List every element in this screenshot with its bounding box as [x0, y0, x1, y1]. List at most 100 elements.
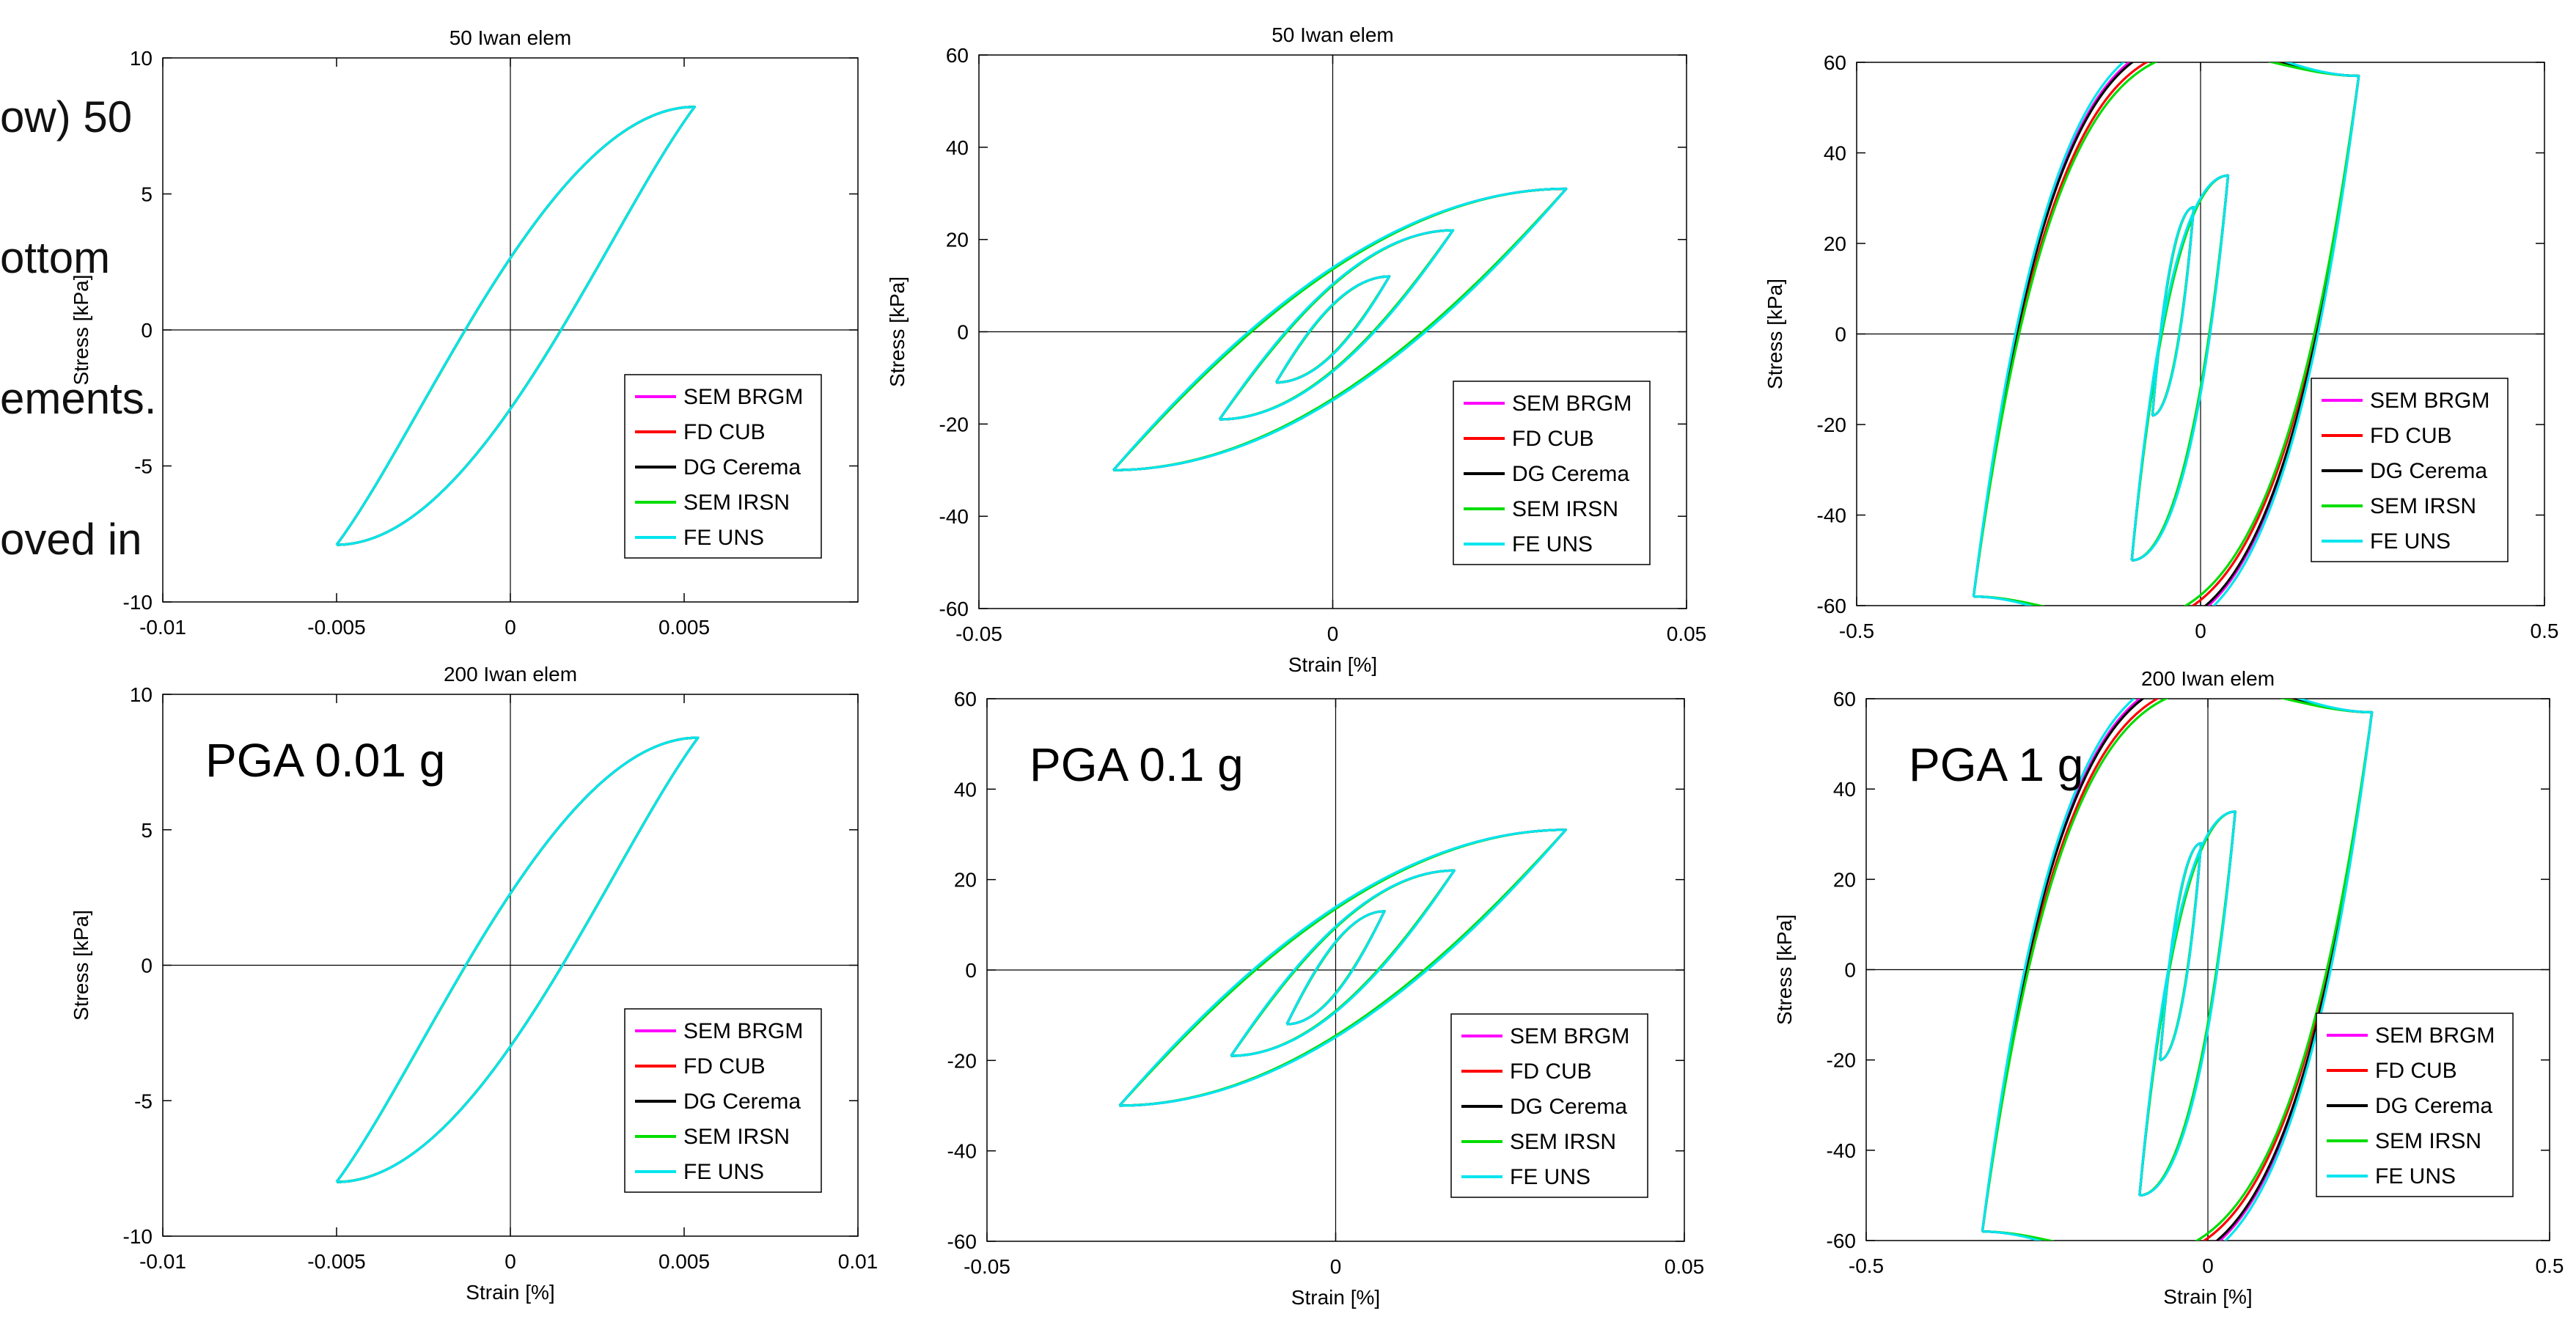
y-tick-label: -40: [1827, 1139, 1856, 1162]
x-tick-label: 0.5: [2536, 1254, 2564, 1277]
x-tick-label: 0.05: [1665, 1255, 1705, 1278]
legend-label: SEM BRGM: [2370, 389, 2489, 413]
panel-annotation: PGA 0.01 g: [205, 734, 445, 787]
y-tick-label: 20: [946, 229, 969, 251]
x-tick-label: 0: [1330, 1255, 1342, 1278]
series-loop-sem-brgm: [2130, 174, 2230, 562]
legend-label: SEM BRGM: [2375, 1024, 2495, 1048]
y-tick-label: 10: [130, 683, 153, 706]
legend-label: DG Cerema: [1512, 462, 1629, 486]
series-loop-fe-uns: [335, 106, 696, 546]
x-tick-label: 0: [1327, 622, 1339, 645]
series-loop-fe-uns: [1230, 869, 1456, 1057]
x-tick-label: -0.5: [1849, 1254, 1884, 1277]
chart-title: 200 Iwan elem: [2141, 667, 2275, 690]
y-tick-label: -40: [1817, 504, 1846, 527]
y-tick-label: 20: [954, 869, 977, 892]
series-loop-fd-cub: [2159, 842, 2203, 1062]
y-tick-label: 0: [957, 321, 969, 344]
x-tick-label: 0: [504, 616, 516, 639]
legend-label: FD CUB: [2375, 1059, 2457, 1083]
legend: SEM BRGM FD CUB DG Cerema SEM IRSN FE UNS: [2311, 378, 2509, 562]
panel-annotation: PGA 0.1 g: [1030, 738, 1244, 791]
chart-panel-r1c1: -0.01 -0.005 0 0.005 -10 -5 0 5 10 50 Iwan elem St…: [70, 26, 859, 639]
legend-label: DG Cerema: [683, 455, 801, 480]
series-loop-sem-irsn: [2159, 842, 2203, 1062]
series-group: [1118, 829, 1567, 1107]
series-loop-dg-cerema: [1972, 62, 2360, 606]
caption-line: ottom: [0, 233, 111, 282]
legend-label: DG Cerema: [1510, 1095, 1627, 1119]
legend-label: SEM IRSN: [1510, 1130, 1616, 1154]
series-group: [1981, 699, 2374, 1241]
legend: SEM BRGM FD CUB DG Cerema SEM IRSN FE UNS: [1453, 381, 1651, 565]
legend-label: SEM IRSN: [1512, 497, 1618, 521]
y-tick-label: -60: [947, 1230, 977, 1253]
series-loop-sem-irsn: [2130, 174, 2230, 562]
x-tick-label: -0.005: [307, 1250, 365, 1273]
legend-label: FD CUB: [1510, 1059, 1592, 1084]
series-loop-fd-cub: [1972, 62, 2360, 606]
x-tick-label: -0.01: [139, 1250, 186, 1273]
caption-line: oved in: [0, 515, 142, 564]
y-tick-label: 0: [965, 959, 977, 982]
legend-label: FE UNS: [683, 526, 764, 550]
legend-label: DG Cerema: [683, 1090, 801, 1114]
y-tick-label: 20: [1833, 868, 1856, 891]
y-axis-label: Stress [kPa]: [70, 275, 92, 386]
legend-label: FE UNS: [683, 1160, 764, 1184]
x-tick-label: 0: [504, 1250, 516, 1273]
x-axis-label: Strain [%]: [2163, 1285, 2252, 1308]
y-tick-label: 60: [946, 44, 969, 67]
y-tick-label: 60: [954, 688, 977, 710]
series-loop-fd-cub: [2130, 174, 2230, 562]
y-tick-label: 40: [954, 778, 977, 801]
series-loop-fe-uns: [1218, 229, 1455, 421]
series-group: [335, 736, 700, 1183]
legend-label: DG Cerema: [2370, 459, 2487, 483]
chart-title: 200 Iwan elem: [444, 663, 577, 686]
chart-title: 50 Iwan elem: [1272, 23, 1394, 46]
y-tick-label: -20: [1827, 1049, 1856, 1072]
series-loop-fe-uns: [1274, 275, 1391, 384]
clipped-caption-text: ow) 50 ottom ements. oved in: [0, 0, 156, 610]
legend-label: SEM IRSN: [683, 491, 790, 515]
series-loop-fe-uns: [1981, 699, 2374, 1241]
y-axis-label: Stress [kPa]: [70, 910, 92, 1021]
y-tick-label: 40: [1833, 778, 1856, 801]
legend-label: FE UNS: [2370, 529, 2451, 554]
series-loop-sem-irsn: [1972, 62, 2360, 606]
series-loop-sem-brgm: [2159, 842, 2203, 1062]
x-axis-label: Strain [%]: [466, 1281, 554, 1304]
chart-panel-r1c2: -0.05 0 0.05 -60 -40 -20 0 20 40 60 50 Iwan elem St…: [886, 23, 1706, 676]
series-loop-fe-uns: [1285, 910, 1386, 1026]
x-axis-label: Strain [%]: [1288, 653, 1377, 676]
series-loop-dg-cerema: [2151, 206, 2195, 417]
y-tick-label: 0: [1835, 323, 1846, 346]
series-loop-sem-irsn: [1218, 229, 1455, 421]
series-loop-sem-brgm: [2151, 206, 2195, 417]
legend-label: FE UNS: [2375, 1164, 2456, 1188]
y-tick-label: 0: [141, 319, 153, 342]
series-loop-fe-uns: [335, 736, 700, 1183]
legend-label: FD CUB: [683, 420, 766, 444]
series-loop-fd-cub: [2151, 206, 2195, 417]
x-tick-label: -0.5: [1839, 620, 1874, 642]
y-tick-label: -60: [1827, 1230, 1856, 1252]
series-loop-fe-uns: [1112, 187, 1568, 471]
y-tick-label: 0: [141, 955, 153, 977]
series-loop-fe-uns: [2151, 206, 2195, 417]
y-tick-label: -20: [1817, 414, 1846, 436]
legend-label: FD CUB: [1512, 427, 1594, 451]
series-group: [1112, 187, 1568, 471]
y-tick-label: -5: [134, 455, 153, 478]
y-tick-label: 60: [1833, 688, 1856, 710]
series-loop-fe-uns: [1972, 62, 2360, 606]
legend: SEM BRGM FD CUB DG Cerema SEM IRSN FE UNS: [624, 1008, 822, 1193]
legend-label: SEM IRSN: [683, 1125, 790, 1149]
chart-panel-r2c3: -0.5 0 0.5 -60 -40 -20 0 20 40 60 200 Iwan elem Str…: [1773, 667, 2564, 1308]
x-tick-label: 0.05: [1667, 622, 1707, 645]
y-tick-label: -60: [939, 598, 969, 620]
caption-line: ow) 50: [0, 92, 133, 142]
